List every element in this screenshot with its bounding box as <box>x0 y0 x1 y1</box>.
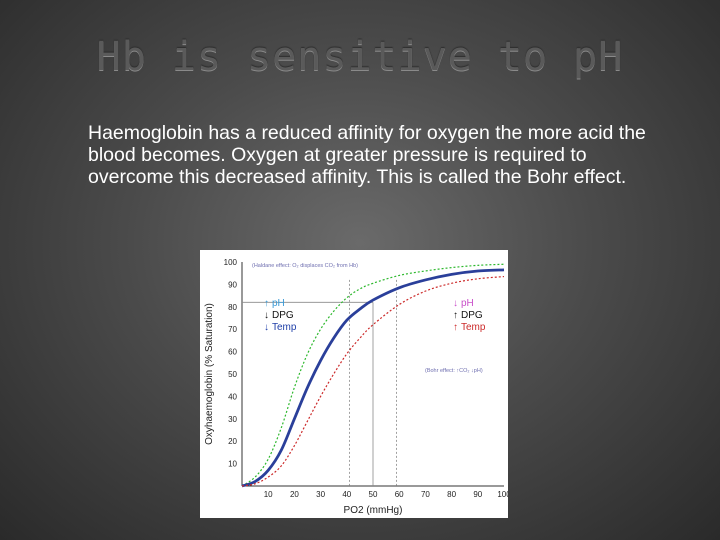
x-tick-label: 10 <box>264 490 273 499</box>
x-tick-label: 40 <box>342 490 351 499</box>
left-shift-arrow: ↓ <box>264 310 269 321</box>
y-tick-label: 20 <box>228 437 237 446</box>
y-tick-label: 90 <box>228 280 237 289</box>
x-tick-label: 70 <box>421 490 430 499</box>
left-shift-arrow: ↓ <box>264 322 269 333</box>
y-axis-label: Oxyhaemoglobin (% Saturation) <box>204 303 215 445</box>
oxygen-dissociation-chart: 10 20 30 40 50 60 70 80 90 100 10 20 30 40 50 60 70 80 90 1… <box>200 250 508 518</box>
right-shift-arrow: ↑ <box>453 310 458 321</box>
x-tick-label: 60 <box>395 490 404 499</box>
y-tick-label: 70 <box>228 325 237 334</box>
left-shift-label: pH <box>272 298 285 309</box>
slide-title: Hb is sensitive to pH <box>96 34 624 80</box>
y-tick-label: 60 <box>228 348 237 357</box>
x-axis-label: PO2 (mmHg) <box>344 505 403 516</box>
right-shift-label: pH <box>461 298 474 309</box>
chart-svg: 10 20 30 40 50 60 70 80 90 100 10 20 30 40 50 60 70 80 90 1… <box>204 258 508 516</box>
x-tick-label: 50 <box>369 490 378 499</box>
x-tick-label: 90 <box>473 490 482 499</box>
right-shift-arrow: ↑ <box>453 322 458 333</box>
right-shift-label: Temp <box>461 322 486 333</box>
haldane-note: (Haldane effect: O₂ displaces CO₂ from H… <box>252 263 358 269</box>
x-tick-label: 100 <box>497 490 508 499</box>
curve-right <box>241 275 505 487</box>
left-shift-label: DPG <box>272 310 294 321</box>
y-tick-label: 100 <box>224 258 238 267</box>
curve-left <box>241 263 505 487</box>
curve-normal <box>241 268 505 488</box>
y-tick-label: 40 <box>228 392 237 401</box>
y-tick-label: 10 <box>228 460 237 469</box>
x-tick-label: 20 <box>290 490 299 499</box>
bohr-note: (Bohr effect: ↑CO₂ ↓pH) <box>425 368 483 374</box>
right-shift-arrow: ↓ <box>453 298 458 309</box>
y-tick-label: 80 <box>228 303 237 312</box>
left-shift-arrow: ↑ <box>264 298 269 309</box>
y-tick-label: 50 <box>228 370 237 379</box>
right-shift-label: DPG <box>461 310 483 321</box>
y-tick-label: 30 <box>228 415 237 424</box>
slide-body-text: Haemoglobin has a reduced affinity for o… <box>88 122 646 188</box>
x-tick-label: 30 <box>316 490 325 499</box>
left-shift-label: Temp <box>272 322 297 333</box>
x-tick-label: 80 <box>447 490 456 499</box>
